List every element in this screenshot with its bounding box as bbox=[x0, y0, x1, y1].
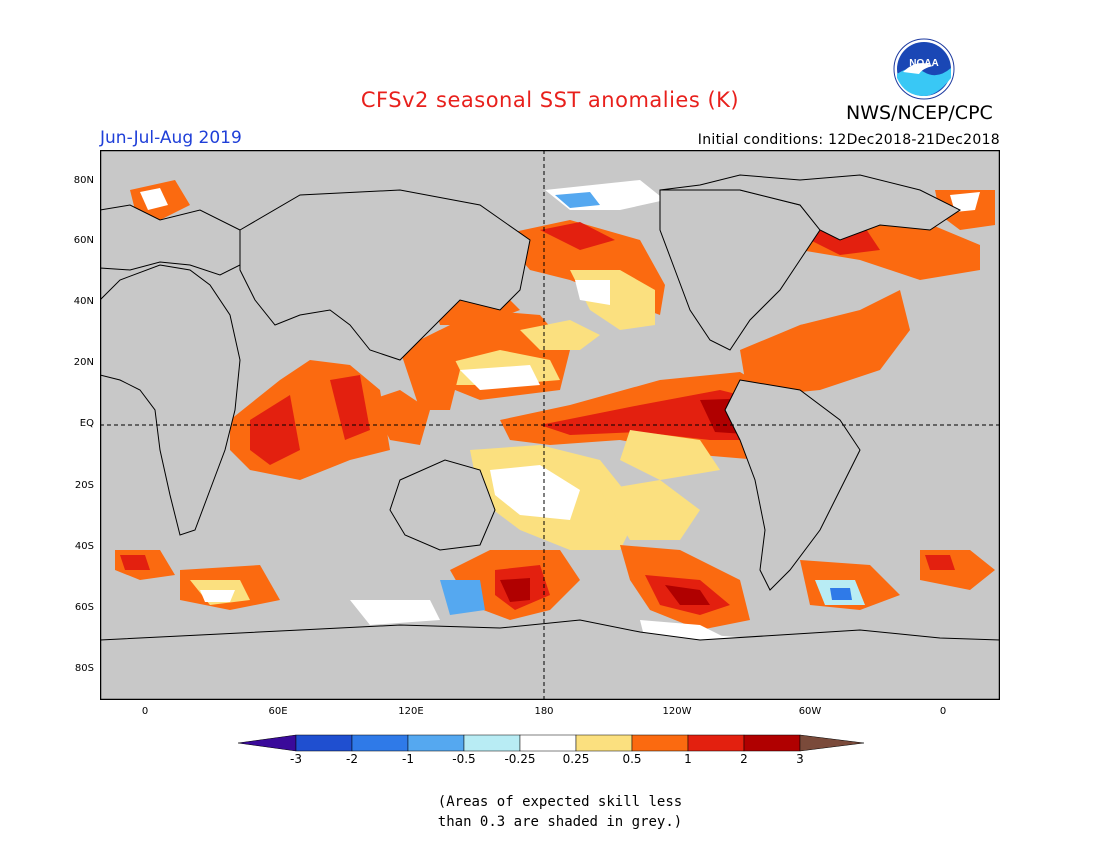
colorbar-tick-025: 0.25 bbox=[562, 752, 590, 766]
colorbar-tick-3: 3 bbox=[796, 752, 804, 766]
lat-label-60n: 60N bbox=[73, 235, 94, 246]
lat-label-40s: 40S bbox=[74, 541, 94, 552]
season-label: Jun-Jul-Aug 2019 bbox=[100, 128, 242, 148]
map-frame bbox=[99, 149, 1001, 701]
colorbar-tick-neg3: -3 bbox=[290, 752, 302, 766]
initial-conditions-label: Initial conditions: 12Dec2018-21Dec2018 bbox=[697, 132, 1000, 148]
colorbar bbox=[237, 733, 865, 753]
agency-label: NWS/NCEP/CPC bbox=[846, 102, 993, 124]
chart-title: CFSv2 seasonal SST anomalies (K) bbox=[360, 88, 740, 112]
skill-footnote: (Areas of expected skill less than 0.3 a… bbox=[380, 792, 740, 832]
colorbar-arrow-low bbox=[237, 734, 297, 752]
lon-label-0-east: 0 bbox=[939, 706, 947, 717]
colorbar-swatch bbox=[463, 734, 521, 752]
colorbar-swatch bbox=[295, 734, 353, 752]
colorbar-swatch bbox=[351, 734, 409, 752]
colorbar-tick-05: 0.5 bbox=[622, 752, 642, 766]
noaa-logo-text: NOAA bbox=[909, 58, 938, 69]
lat-label-60s: 60S bbox=[74, 602, 94, 613]
lat-label-80s: 80S bbox=[74, 663, 94, 674]
lon-label-60e: 60E bbox=[268, 706, 288, 717]
colorbar-swatch bbox=[743, 734, 801, 752]
colorbar-tick-neg05: -0.5 bbox=[452, 752, 476, 766]
noaa-logo: NOAA bbox=[893, 38, 955, 100]
colorbar-swatch bbox=[519, 734, 577, 752]
lat-label-eq: EQ bbox=[79, 418, 94, 429]
colorbar-swatch bbox=[687, 734, 745, 752]
colorbar-tick-neg2: -2 bbox=[346, 752, 358, 766]
colorbar-swatch bbox=[631, 734, 689, 752]
colorbar-tick-neg025: -0.25 bbox=[504, 752, 536, 766]
lon-label-0-west: 0 bbox=[141, 706, 149, 717]
lat-label-20s: 20S bbox=[74, 480, 94, 491]
lon-label-180: 180 bbox=[534, 706, 554, 717]
lat-label-40n: 40N bbox=[73, 296, 94, 307]
lon-label-120e: 120E bbox=[398, 706, 424, 717]
lat-label-80n: 80N bbox=[73, 175, 94, 186]
lat-label-20n: 20N bbox=[73, 357, 94, 368]
colorbar-swatch bbox=[575, 734, 633, 752]
lon-label-120w: 120W bbox=[662, 706, 692, 717]
skill-footnote-line2: than 0.3 are shaded in grey.) bbox=[437, 814, 683, 830]
colorbar-tick-1: 1 bbox=[684, 752, 692, 766]
coastlines bbox=[99, 174, 1001, 701]
colorbar-arrow-high bbox=[799, 734, 865, 752]
colorbar-swatch bbox=[407, 734, 465, 752]
lon-label-60w: 60W bbox=[798, 706, 822, 717]
skill-footnote-line1: (Areas of expected skill less bbox=[437, 794, 683, 810]
colorbar-tick-2: 2 bbox=[740, 752, 748, 766]
sst-anomaly-map bbox=[99, 149, 1001, 701]
colorbar-tick-neg1: -1 bbox=[402, 752, 414, 766]
